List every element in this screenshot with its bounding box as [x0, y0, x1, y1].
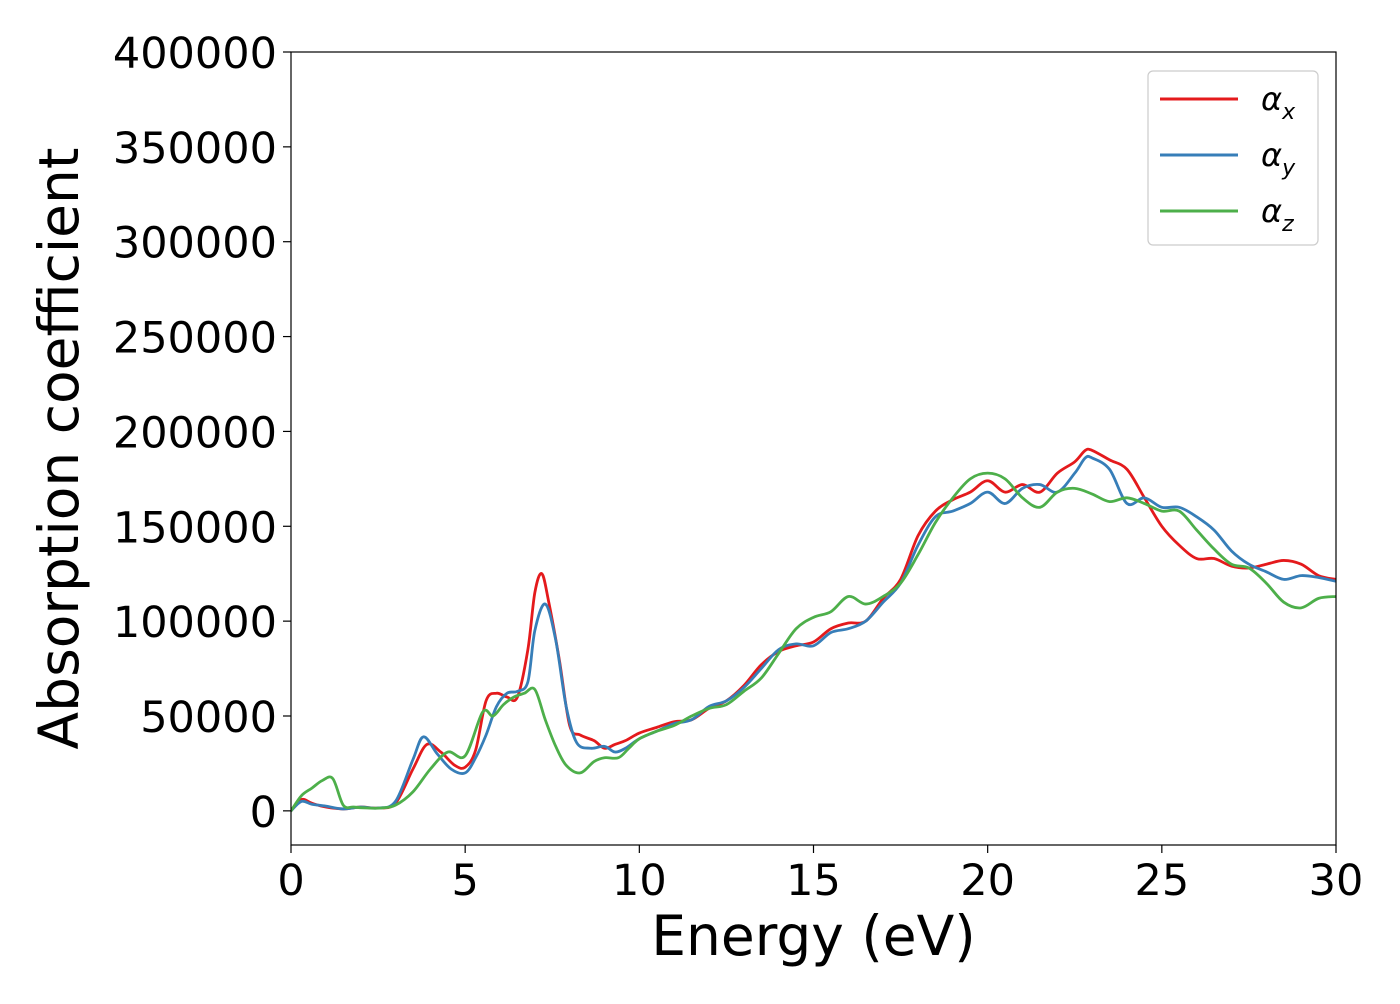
legend-label-subscript: x [1281, 100, 1296, 125]
legend-label-main: α [1261, 192, 1282, 230]
y-tick-label: 100000 [113, 598, 277, 648]
y-tick-label: 150000 [113, 503, 277, 553]
legend-label-main: α [1261, 136, 1282, 174]
x-tick-label: 0 [277, 856, 304, 906]
axis-ticks: 0 5 10 15 20 25 30 0 50000 100000 150000 200000 2500… [113, 29, 1364, 906]
y-tick-label: 350000 [113, 124, 277, 174]
x-tick-label: 30 [1309, 856, 1364, 906]
y-tick-label: 0 [250, 788, 277, 838]
x-tick-label: 15 [786, 856, 841, 906]
series-line-y [291, 454, 1336, 813]
y-tick-label: 200000 [113, 408, 277, 458]
legend-label-main: α [1261, 80, 1282, 118]
y-tick-label: 50000 [140, 693, 277, 743]
plot-lines [291, 447, 1336, 813]
y-tick-label: 250000 [113, 314, 277, 364]
legend-label-subscript: z [1281, 212, 1294, 237]
x-axis-title: Energy (eV) [651, 904, 975, 968]
x-tick-label: 25 [1134, 856, 1189, 906]
x-tick-label: 10 [612, 856, 667, 906]
legend-label-z: αz [1261, 192, 1294, 237]
legend-label-y: αy [1261, 136, 1296, 181]
legend-label-x: αx [1261, 80, 1296, 125]
y-tick-label: 300000 [113, 219, 277, 269]
y-tick-label: 400000 [113, 29, 277, 79]
x-tick-label: 5 [451, 856, 478, 906]
y-axis-title: Absorption coefficient [27, 148, 91, 750]
series-line-z [291, 471, 1336, 813]
x-tick-label: 20 [960, 856, 1015, 906]
legend-box [1147, 70, 1319, 246]
legend-label-subscript: y [1281, 156, 1296, 181]
